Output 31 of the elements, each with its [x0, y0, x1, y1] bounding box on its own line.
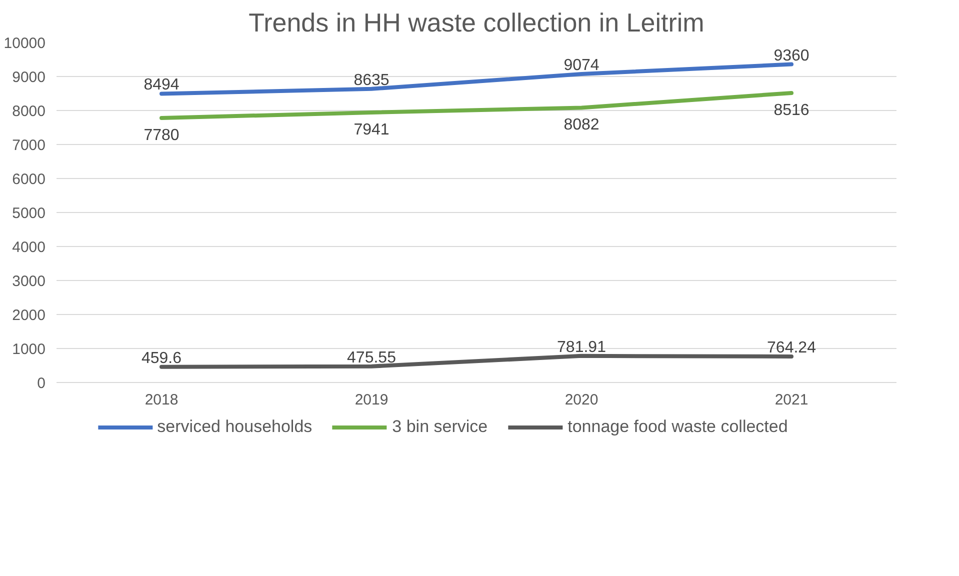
data-label: 7780	[144, 126, 180, 144]
data-label: 9074	[564, 56, 600, 74]
y-tick-label: 8000	[12, 103, 46, 120]
y-tick-label: 10000	[4, 35, 46, 52]
y-tick-label: 5000	[12, 205, 46, 222]
x-tick-label: 2020	[564, 392, 598, 408]
legend-label: serviced households	[157, 417, 312, 437]
data-label: 781.91	[557, 338, 606, 356]
y-tick-label: 1000	[12, 341, 46, 358]
y-tick-label: 2000	[12, 307, 46, 324]
data-label: 7941	[354, 122, 390, 139]
data-label: 459.6	[141, 350, 182, 367]
data-label: 8494	[144, 76, 180, 94]
y-tick-label: 9000	[12, 69, 46, 86]
x-tick-label: 2018	[144, 392, 178, 408]
y-tick-label: 3000	[12, 273, 46, 290]
y-tick-label: 6000	[12, 171, 46, 188]
data-label: 8082	[564, 116, 600, 134]
data-label: 764.24	[767, 340, 816, 357]
y-tick-label: 7000	[12, 137, 46, 154]
y-tick-label: 0	[37, 375, 46, 392]
x-tick-label: 2019	[354, 392, 388, 408]
data-label: 9360	[774, 47, 810, 64]
x-tick-label: 2021	[774, 392, 808, 408]
data-label: 8516	[774, 102, 810, 119]
data-label: 8635	[354, 72, 390, 89]
legend-label: tonnage food waste collected	[568, 417, 788, 437]
data-label: 475.55	[347, 349, 396, 366]
y-tick-label: 4000	[12, 239, 46, 256]
chart-title: Trends in HH waste collection in Leitrim	[248, 8, 704, 38]
legend-label: 3 bin service	[392, 417, 488, 437]
